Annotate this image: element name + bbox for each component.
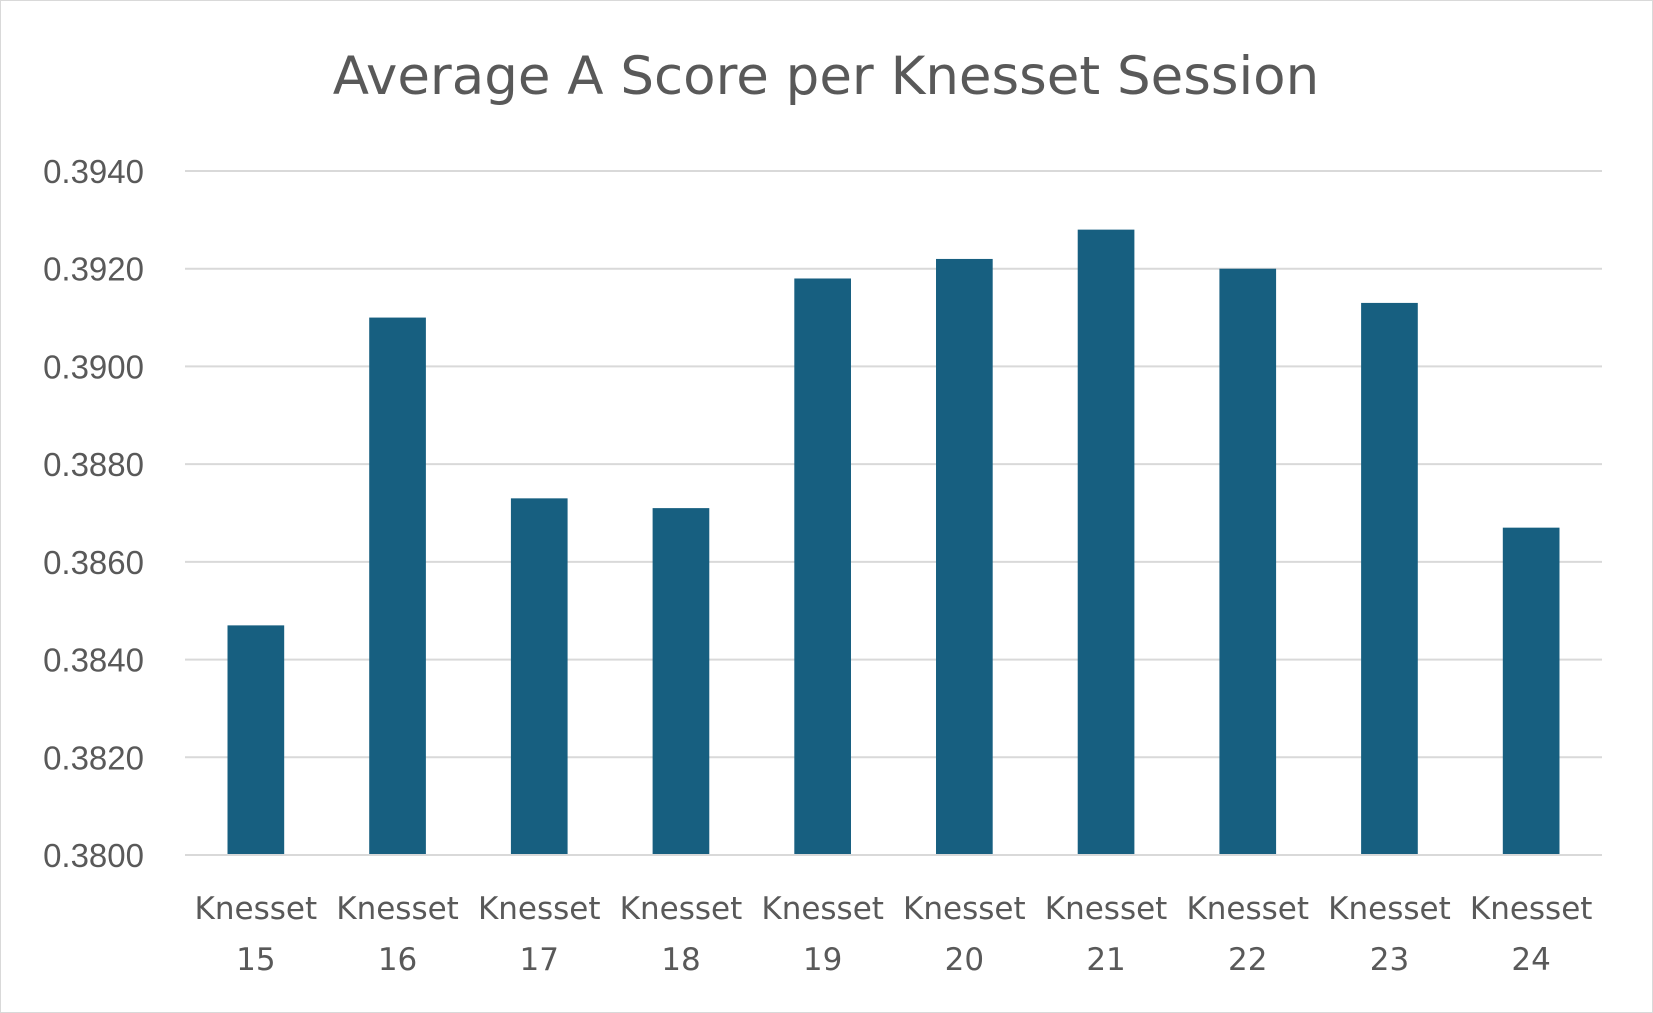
y-tick-label: 0.3880 [43, 446, 144, 483]
bar [652, 508, 710, 855]
x-tick-label-line: 21 [1086, 942, 1125, 978]
bar [1219, 268, 1277, 855]
x-tick-label-line: Knesset [620, 891, 743, 927]
x-tick-label-line: Knesset [1045, 891, 1168, 927]
bars [227, 229, 1560, 856]
x-tick-label-line: 19 [803, 942, 842, 978]
bar [794, 278, 851, 855]
x-tick-label: Knesset 16 [336, 891, 459, 978]
x-tick-label-line: 17 [520, 942, 559, 978]
bar [936, 258, 993, 855]
x-tick-label-line: 23 [1370, 942, 1409, 978]
x-tick-label-line: Knesset [195, 891, 318, 927]
bar [369, 317, 426, 856]
x-tick-label-line: 15 [236, 942, 275, 978]
x-tick-label-line: Knesset [1470, 891, 1593, 927]
x-tick-label-line: Knesset [1186, 891, 1309, 927]
x-tick-label-line: 22 [1228, 942, 1267, 978]
x-tick-label: Knesset 24 [1470, 891, 1593, 978]
y-tick-label: 0.3940 [43, 153, 144, 190]
x-tick-label: Knesset 17 [478, 891, 601, 978]
x-tick-label: Knesset 19 [761, 891, 884, 978]
bar [510, 498, 568, 855]
y-tick-label: 0.3800 [43, 837, 144, 874]
x-tick-label: Knesset 22 [1186, 891, 1309, 978]
bar [1502, 527, 1560, 855]
y-axis-tick-labels: 0.3800 0.3820 0.3840 0.3860 0.3880 0.3900 0.39… [43, 153, 144, 874]
bar [1077, 229, 1135, 856]
x-tick-label: Knesset 23 [1328, 891, 1451, 978]
x-tick-label-line: Knesset [336, 891, 459, 927]
x-tick-label-line: 16 [378, 942, 417, 978]
bar [1361, 302, 1418, 855]
bar [227, 625, 285, 855]
y-tick-label: 0.3860 [43, 544, 144, 581]
y-tick-label: 0.3840 [43, 642, 144, 679]
y-tick-label: 0.3900 [43, 348, 144, 385]
x-tick-label-line: Knesset [761, 891, 884, 927]
x-tick-label: Knesset 15 [195, 891, 318, 978]
x-tick-label-line: 18 [661, 942, 700, 978]
x-tick-label-line: Knesset [478, 891, 601, 927]
y-tick-label: 0.3820 [43, 739, 144, 776]
x-tick-label-line: 24 [1511, 942, 1550, 978]
x-tick-label: Knesset 20 [903, 891, 1026, 978]
x-tick-label-line: Knesset [1328, 891, 1451, 927]
x-tick-label-line: Knesset [903, 891, 1026, 927]
x-tick-label: Knesset 18 [620, 891, 743, 978]
x-tick-label: Knesset 21 [1045, 891, 1168, 978]
x-tick-label-line: 20 [945, 942, 984, 978]
chart-title: Average A Score per Knesset Session [333, 46, 1319, 107]
y-tick-label: 0.3920 [43, 251, 144, 288]
